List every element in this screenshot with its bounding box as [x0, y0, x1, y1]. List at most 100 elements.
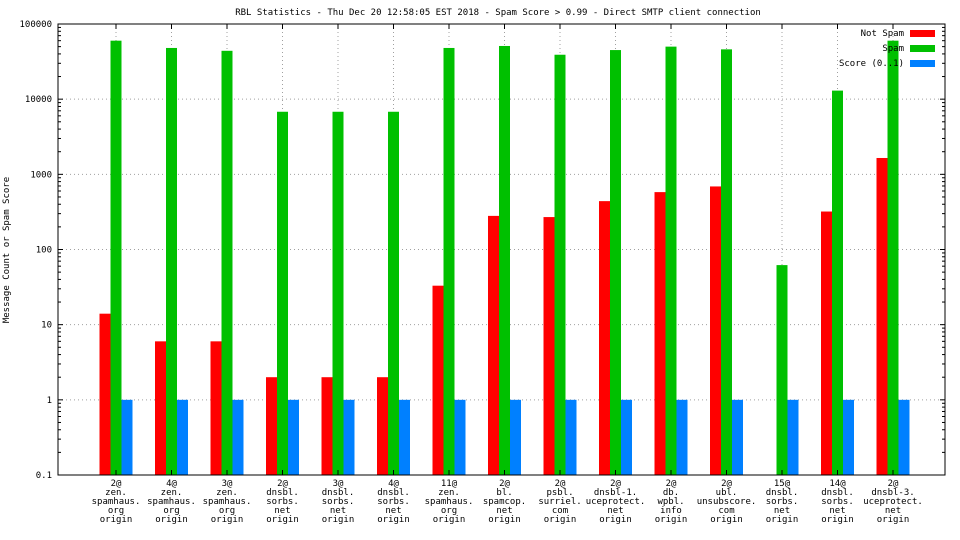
y-tick-label: 100000 [19, 20, 52, 30]
bar-not-spam [432, 285, 444, 475]
bar-spam [332, 111, 344, 476]
x-tick-label: org [219, 506, 235, 516]
x-tick-label: 14@ [829, 479, 846, 489]
bar-not-spam [821, 211, 832, 476]
x-tick-label: dnsbl. [322, 488, 355, 498]
y-tick-label: 1 [47, 396, 52, 406]
legend-label: Not Spam [861, 29, 904, 39]
bar-score-0-1 [177, 399, 188, 475]
x-tick-label: psbl. [546, 488, 573, 498]
bar-spam [832, 90, 843, 475]
x-ticks: 2@zen.spamhaus.orgorigin4@zen.spamhaus.o… [92, 24, 923, 525]
x-tick-label: zen. [438, 488, 460, 498]
x-tick-label: com [552, 506, 568, 516]
bar-score-0-1 [732, 399, 743, 475]
bar-spam [277, 111, 288, 476]
bar-spam [221, 50, 233, 475]
x-tick-label: zen. [105, 488, 127, 498]
x-tick-label: origin [488, 515, 521, 525]
bar-spam [166, 47, 177, 476]
bar-not-spam [710, 186, 721, 475]
x-tick-label: origin [211, 515, 244, 525]
bars [99, 40, 910, 476]
x-tick-label: bl. [496, 488, 512, 498]
y-tick-label: 0.1 [36, 471, 52, 481]
x-tick-label: db. [663, 488, 679, 498]
bar-not-spam [543, 217, 555, 476]
bar-score-0-1 [399, 399, 410, 475]
bar-spam [554, 54, 566, 475]
x-tick-label: spamhaus. [92, 497, 141, 507]
legend: Not Spam Spam Score (0..1) [839, 29, 935, 69]
x-tick-label: net [496, 506, 512, 516]
legend-swatch [910, 45, 935, 52]
x-tick-label: 2@ [721, 479, 732, 489]
bar-score-0-1 [454, 399, 466, 475]
y-tick-label: 1000 [30, 170, 52, 180]
bar-spam [665, 46, 677, 476]
bar-score-0-1 [343, 399, 355, 475]
chart-title: RBL Statistics - Thu Dec 20 12:58:05 EST… [235, 8, 761, 18]
x-tick-label: origin [433, 515, 466, 525]
x-tick-label: origin [100, 515, 133, 525]
x-tick-label: origin [821, 515, 854, 525]
bar-score-0-1 [787, 399, 799, 475]
x-tick-label: origin [155, 515, 188, 525]
bar-spam [721, 49, 732, 476]
x-tick-label: sorbs. [377, 497, 410, 507]
x-tick-label: 3@ [333, 479, 344, 489]
x-tick-label: 4@ [166, 479, 177, 489]
x-tick-label: dnsbl. [766, 488, 799, 498]
bar-score-0-1 [898, 399, 910, 475]
x-tick-label: uceprotect. [863, 497, 923, 507]
x-tick-label: 2@ [888, 479, 899, 489]
x-tick-label: 3@ [222, 479, 233, 489]
bar-spam [610, 50, 621, 475]
bar-score-0-1 [121, 399, 133, 475]
x-tick-label: net [774, 506, 790, 516]
bar-spam [776, 265, 788, 475]
x-tick-label: origin [766, 515, 799, 525]
x-tick-label: unsubscore. [697, 497, 757, 507]
x-tick-label: dnsbl-3. [871, 488, 914, 498]
x-tick-label: 2@ [111, 479, 122, 489]
bar-not-spam [99, 313, 111, 475]
bar-not-spam [876, 157, 888, 476]
x-tick-label: com [718, 506, 734, 516]
x-tick-label: origin [377, 515, 410, 525]
x-tick-label: sorbs. [766, 497, 799, 507]
x-tick-label: net [385, 506, 401, 516]
x-tick-label: dnsbl. [377, 488, 410, 498]
bar-score-0-1 [676, 399, 688, 475]
x-tick-label: origin [655, 515, 688, 525]
legend-label: Spam [882, 44, 904, 54]
bar-not-spam [654, 192, 666, 475]
x-tick-label: zen. [216, 488, 238, 498]
x-tick-label: net [885, 506, 901, 516]
x-tick-label: org [441, 506, 457, 516]
bar-spam [443, 47, 455, 476]
x-tick-label: sorbs. [821, 497, 854, 507]
bar-not-spam [321, 377, 333, 475]
x-tick-label: 2@ [277, 479, 288, 489]
y-tick-label: 10 [41, 321, 52, 331]
bar-not-spam [210, 341, 222, 475]
x-tick-label: sorbs. [266, 497, 299, 507]
x-tick-label: uceprotect. [586, 497, 646, 507]
x-tick-label: origin [266, 515, 299, 525]
x-tick-label: net [330, 506, 346, 516]
bar-not-spam [488, 215, 499, 476]
x-tick-label: spamhaus. [203, 497, 252, 507]
bar-score-0-1 [565, 399, 577, 475]
bar-score-0-1 [510, 399, 521, 475]
x-tick-label: dnsbl-1. [594, 488, 637, 498]
bar-not-spam [377, 377, 388, 475]
legend-swatch [910, 60, 935, 67]
y-tick-label: 10000 [25, 95, 52, 105]
x-tick-label: spamhaus. [147, 497, 196, 507]
x-tick-label: 2@ [499, 479, 510, 489]
x-tick-label: surriel. [538, 497, 581, 507]
x-tick-label: ubl. [716, 488, 738, 498]
x-tick-label: org [163, 506, 179, 516]
